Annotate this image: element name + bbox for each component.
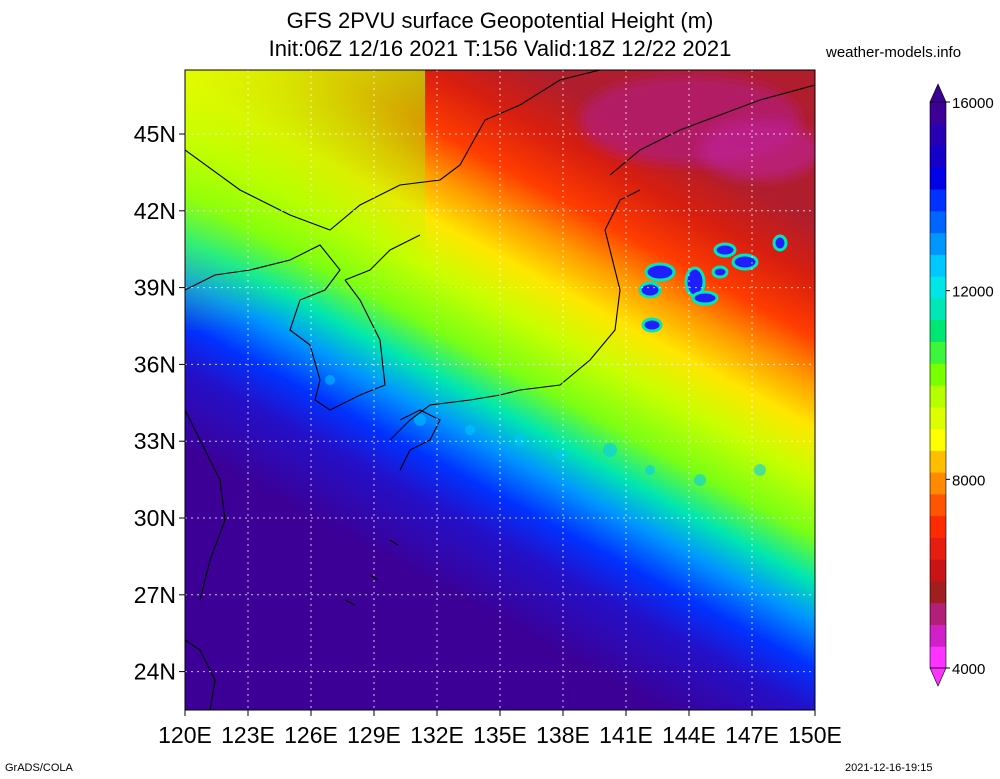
lon-tick-label: 123E [221,722,275,748]
colorbar-frame [929,101,947,669]
colorbar-swatch [930,319,946,342]
lon-tick-label: 120E [158,722,212,748]
colorbar-swatch [930,232,946,255]
colorbar-swatch [930,385,946,408]
colorbar-swatch [930,254,946,277]
colorbar-swatch [930,276,946,299]
lon-tick-label: 126E [284,722,338,748]
colorbar-swatch [930,341,946,364]
lat-tick-label: 24N [134,659,176,685]
colorbar-tick-label: 12000 [952,284,994,301]
colorbar-swatch [930,145,946,168]
colorbar-max-arrow [929,83,947,103]
lat-tick-label: 39N [134,275,176,301]
lat-tick-label: 30N [134,505,176,531]
colorbar-swatch [930,537,946,560]
lon-tick-label: 138E [536,722,590,748]
lon-tick-label: 141E [599,722,653,748]
lon-tick-label: 132E [410,722,464,748]
lon-tick-label: 129E [347,722,401,748]
lon-tick-label: 150E [788,722,842,748]
lat-tick-label: 33N [134,428,176,454]
colorbar-swatch [930,167,946,190]
colorbar-swatch [930,472,946,495]
colorbar-swatch [930,515,946,538]
lon-tick-label: 147E [725,722,779,748]
lat-tick-label: 36N [134,351,176,377]
colorbar-swatch [930,210,946,234]
map-subtitle: Init:06Z 12/16 2021 T:156 Valid:18Z 12/2… [268,36,732,61]
colorbar-swatch [930,580,946,604]
map-title: GFS 2PVU surface Geopotential Height (m) [286,8,714,33]
blob-cluster [638,234,788,333]
lat-tick-label: 42N [134,198,176,224]
graticule [185,70,815,710]
colorbar-tick-label: 16000 [952,95,994,112]
footer-timestamp: 2021-12-16-19:15 [845,762,933,774]
lon-axis: 120E 123E 126E 129E 132E 135E 138E 141E 144E 147E… [158,710,842,748]
colorbar-swatch [930,559,946,582]
footer-credit: GrADS/COLA [5,762,73,774]
colorbar-swatch [930,406,946,430]
colorbar-swatch [930,189,946,212]
lat-axis: 24N 27N 30N 33N 36N 39N 42N 45N [134,121,185,685]
colorbar-swatch [930,493,946,517]
site-label: weather-models.info [826,44,962,61]
colorbar-swatch [930,102,946,125]
lon-tick-label: 144E [662,722,716,748]
lat-tick-label: 27N [134,582,176,608]
lon-tick-label: 135E [473,722,527,748]
colorbar-swatch [930,646,946,669]
height-field [185,70,815,710]
lat-tick-label: 45N [134,121,176,147]
colorbar-swatch [930,602,946,625]
colorbar-swatch [930,123,946,147]
colorbar-swatch [930,428,946,451]
colorbar-swatch [930,450,946,473]
colorbar-min-arrow [929,667,947,687]
colorbar: 4000 8000 12000 16000 [929,83,994,687]
colorbar-tick-label: 8000 [952,472,985,489]
colorbar-swatch [930,363,946,386]
colorbar-tick-label: 4000 [952,661,985,678]
colorbar-swatch [930,297,946,321]
colorbar-swatch [930,624,946,647]
